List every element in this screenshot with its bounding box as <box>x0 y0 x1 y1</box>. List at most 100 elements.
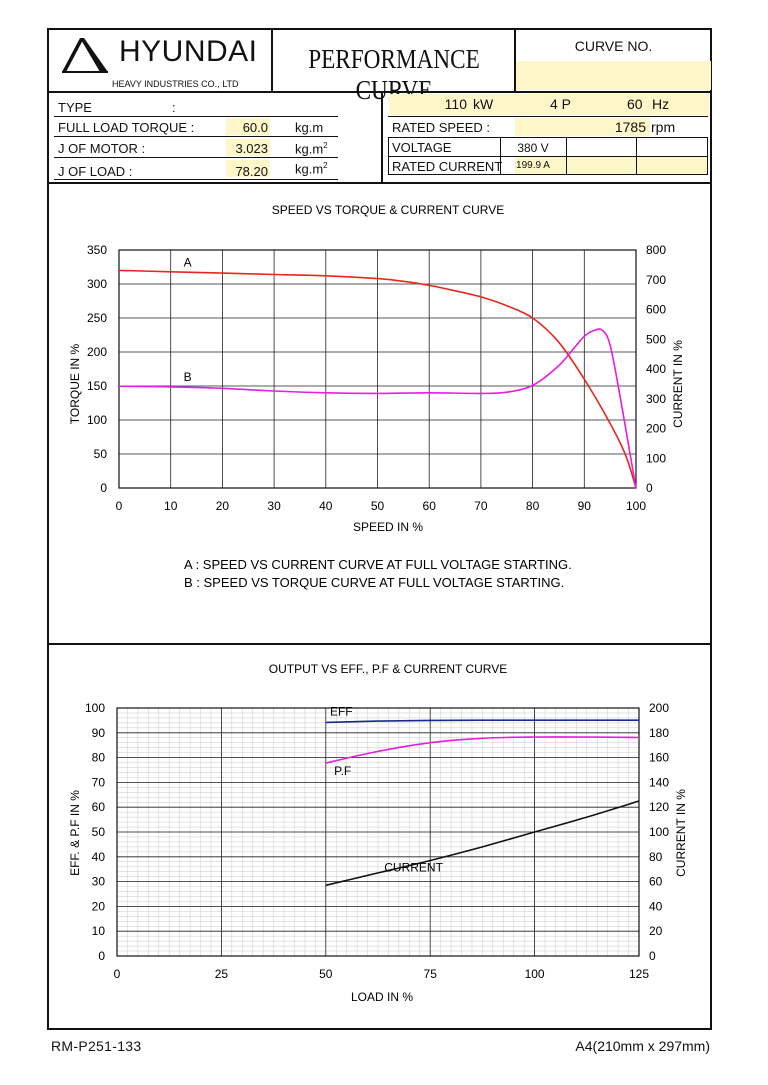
x-tick-label: 80 <box>526 499 540 513</box>
rule <box>54 179 338 180</box>
brand-subtitle: HEAVY INDUSTRIES CO., LTD <box>112 79 239 89</box>
y-tick-label: 250 <box>87 311 107 325</box>
x-tick-label: 25 <box>215 967 229 981</box>
full-load-torque-value: 60.0 <box>242 120 268 135</box>
footer-paper-size: A4(210mm x 297mm) <box>575 1038 710 1054</box>
header-divider <box>47 91 712 93</box>
y2-tick-label: 600 <box>646 303 666 317</box>
brand-name: HYUNDAI <box>119 35 258 68</box>
j-load-unit: kg.m2 <box>295 161 328 176</box>
y2-tick-label: 300 <box>646 392 666 406</box>
chart1-xlabel: SPEED IN % <box>353 520 423 534</box>
y2-tick-label: 60 <box>649 875 663 889</box>
chart1-title: SPEED VS TORQUE & CURRENT CURVE <box>272 203 505 217</box>
specs-divider <box>47 182 712 184</box>
x-tick-label: 0 <box>114 967 121 981</box>
x-tick-label: 75 <box>424 967 438 981</box>
power-value: 110 <box>444 96 467 112</box>
x-tick-label: 70 <box>474 499 488 513</box>
rule <box>636 137 637 174</box>
chart1-ticks: 0 10 20 30 40 50 60 70 80 90 100050100150200250300… <box>87 243 666 513</box>
chart2-y2label: CURRENT IN % <box>674 789 688 877</box>
rated-speed-label: RATED SPEED : <box>392 120 491 135</box>
hyundai-logo-icon <box>62 38 108 73</box>
current-highlight <box>515 157 708 174</box>
poles-value: 4 P <box>550 96 572 112</box>
output-eff-chart: OUTPUT VS EFF., P.F & CURRENT CURVE EFF P… <box>68 662 688 1004</box>
x-tick-label: 0 <box>116 499 123 513</box>
x-tick-label: 50 <box>319 967 333 981</box>
rule <box>388 137 389 174</box>
series-label-a: A <box>184 255 192 269</box>
y-tick-label: 150 <box>87 379 107 393</box>
speed-highlight <box>515 118 650 136</box>
curve-no-field <box>516 61 711 90</box>
y-tick-label: 350 <box>87 243 107 257</box>
plot-border <box>116 707 640 957</box>
curve-no-label: CURVE NO. <box>574 38 653 54</box>
chart-section-divider <box>47 643 712 645</box>
y2-tick-label: 500 <box>646 332 666 346</box>
chart1-series: AB <box>118 255 637 489</box>
y-tick-label: 90 <box>92 726 106 740</box>
voltage-value: 380 V <box>517 141 549 155</box>
rated-current-label: RATED CURRENT <box>392 159 503 174</box>
chart1-note-a: A : SPEED VS CURRENT CURVE AT FULL VOLTA… <box>184 557 572 572</box>
x-tick-label: 30 <box>267 499 281 513</box>
chart1-ylabel: TORQUE IN % <box>68 343 82 424</box>
y-tick-label: 30 <box>92 875 106 889</box>
y2-tick-label: 100 <box>646 451 666 465</box>
y2-tick-label: 140 <box>649 775 669 789</box>
chart2-title: OUTPUT VS EFF., P.F & CURRENT CURVE <box>269 662 508 676</box>
type-label: TYPE <box>58 100 92 115</box>
x-tick-label: 125 <box>629 967 649 981</box>
series-line-a <box>118 269 637 489</box>
value-highlight <box>226 118 270 135</box>
y-tick-label: 40 <box>92 850 106 864</box>
value-highlight <box>226 160 270 177</box>
rule <box>388 116 708 117</box>
j-motor-unit: kg.m2 <box>295 141 328 156</box>
voltage-label: VOLTAGE <box>392 140 452 155</box>
plot-border <box>118 249 637 489</box>
x-tick-label: 10 <box>164 499 178 513</box>
j-load-value: 78.20 <box>235 164 268 179</box>
j-motor-unit-text: kg.m <box>295 141 324 157</box>
y2-tick-label: 80 <box>649 850 663 864</box>
j-load-label: J OF LOAD : <box>58 164 133 179</box>
series-label-p-f: P.F <box>334 764 351 778</box>
x-tick-label: 90 <box>578 499 592 513</box>
y2-tick-label: 200 <box>646 422 666 436</box>
y-tick-label: 10 <box>92 924 106 938</box>
y2-tick-label: 20 <box>649 924 663 938</box>
rule <box>54 136 338 137</box>
y-tick-label: 100 <box>87 413 107 427</box>
y2-tick-label: 800 <box>646 243 666 257</box>
y2-tick-label: 40 <box>649 899 663 913</box>
chart2-xlabel: LOAD IN % <box>351 990 413 1004</box>
y2-tick-label: 180 <box>649 726 669 740</box>
y2-tick-label: 160 <box>649 751 669 765</box>
y-tick-label: 100 <box>85 701 105 715</box>
rated-speed-unit: rpm <box>651 119 676 135</box>
y2-tick-label: 0 <box>649 949 656 963</box>
y2-tick-label: 120 <box>649 800 669 814</box>
rule <box>566 137 567 174</box>
series-line-current <box>325 800 640 887</box>
page-frame <box>47 28 712 1030</box>
page-title: PERFORMANCE CURVE <box>308 44 480 105</box>
y-tick-label: 50 <box>94 447 108 461</box>
y2-tick-label: 700 <box>646 273 666 287</box>
y-tick-label: 0 <box>100 481 107 495</box>
rating-highlight <box>389 94 709 115</box>
x-tick-label: 100 <box>626 499 646 513</box>
x-tick-label: 100 <box>525 967 545 981</box>
value-highlight <box>226 139 270 156</box>
frequency-unit: Hz <box>652 96 670 112</box>
chart1-note-b: B : SPEED VS TORQUE CURVE AT FULL VOLTAG… <box>184 575 564 590</box>
unit-superscript: 2 <box>323 161 328 170</box>
chart1-grid <box>118 249 637 489</box>
y2-tick-label: 400 <box>646 362 666 376</box>
x-tick-label: 40 <box>319 499 333 513</box>
full-load-torque-label: FULL LOAD TORQUE : <box>58 120 195 135</box>
